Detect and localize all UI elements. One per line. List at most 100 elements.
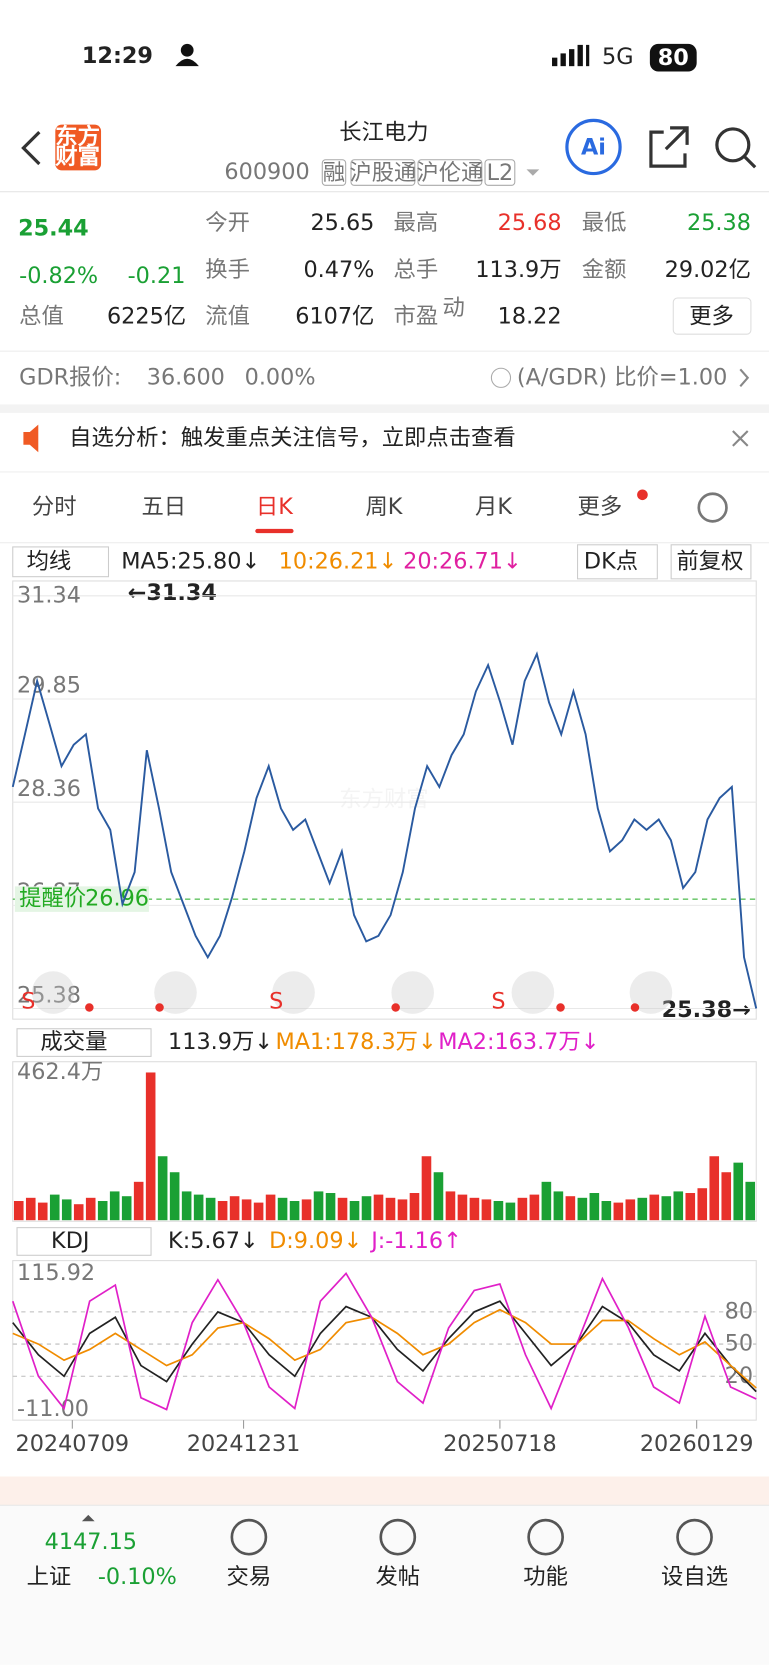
signal: S (21, 989, 35, 1015)
volume-bar (745, 1181, 756, 1221)
chart-control[interactable] (629, 971, 673, 1014)
alert-label: 提醒价 (19, 886, 86, 912)
nav-label[interactable]: 功能 (523, 1564, 568, 1590)
volume-bar (337, 1197, 348, 1221)
signal: S (269, 989, 283, 1015)
chart-control[interactable] (511, 971, 555, 1014)
tab[interactable]: 日K (256, 494, 294, 520)
nav-label[interactable]: 发帖 (375, 1564, 420, 1590)
share-button[interactable] (649, 126, 689, 168)
more-label: 更多 (689, 304, 734, 330)
tab[interactable]: 月K (475, 494, 513, 520)
signal-icon (552, 44, 590, 67)
nav-label[interactable]: 交易 (227, 1564, 272, 1590)
kdj-legend: J:-1.16↑ (369, 1228, 462, 1254)
volume-bar (241, 1199, 252, 1221)
signal-dot (391, 1003, 400, 1012)
volume-bar (73, 1204, 84, 1221)
adjust-button[interactable] (670, 544, 752, 580)
dk-button[interactable] (577, 544, 658, 580)
separator (0, 471, 769, 473)
close-button[interactable] (732, 430, 749, 447)
field-label: 总手 (394, 257, 439, 283)
field-value: 6225亿 (107, 304, 186, 330)
volume-bar (601, 1201, 612, 1221)
tag-label: 融 (323, 160, 345, 186)
volume-bar (325, 1193, 336, 1221)
volume-bar (145, 1072, 156, 1221)
logo-text: 财富 (55, 143, 100, 170)
chart-control[interactable] (154, 971, 197, 1014)
volume-bar (673, 1191, 684, 1221)
volume-bar (649, 1194, 660, 1221)
kdj-label: KDJ (51, 1228, 89, 1254)
volume-bar (157, 1156, 168, 1221)
tag-label: 沪伦通 (416, 160, 483, 186)
tab[interactable]: 分时 (32, 494, 77, 520)
y2-tick-label: 80 (725, 1298, 753, 1324)
vol-ma1: MA1:178.3万↓ (275, 1029, 436, 1055)
vol-select[interactable] (16, 1028, 152, 1057)
tab[interactable]: 更多 (578, 494, 623, 520)
y-tick-label: -11.00 (17, 1396, 89, 1422)
chart-control[interactable] (31, 971, 75, 1014)
volume-bar (529, 1194, 540, 1221)
stock-name: 长江电力 (339, 120, 428, 146)
volume-bar (661, 1196, 672, 1221)
volume-bar (85, 1197, 96, 1221)
volume-bar (229, 1196, 240, 1221)
volume-bar (685, 1193, 696, 1221)
speaker-icon (23, 424, 39, 453)
volume-bar (433, 1172, 444, 1221)
time: 12:29 (82, 43, 153, 69)
volume-bar (469, 1197, 480, 1221)
person-icon (180, 43, 194, 57)
volume-bar (277, 1197, 288, 1221)
volume-bar (133, 1181, 144, 1221)
badge (637, 489, 648, 501)
tab[interactable]: 周K (365, 494, 403, 520)
volume-bar (205, 1197, 216, 1221)
volume-bar (481, 1199, 492, 1221)
volume-bar (721, 1172, 732, 1221)
notice[interactable]: 自选分析：触发重点关注信号，立即点击查看 (69, 425, 516, 451)
back-button[interactable] (21, 130, 41, 166)
dk-label: DK点 (584, 548, 638, 574)
tag (484, 159, 516, 186)
ma20: 20:26.71↓ (403, 548, 522, 574)
tab[interactable]: 五日 (141, 494, 186, 520)
alert-value: 26.96 (85, 886, 149, 912)
logo-text: 东方 (55, 123, 100, 150)
signal: S (491, 989, 505, 1015)
volume-bar (361, 1196, 372, 1221)
kdj-select[interactable] (16, 1227, 152, 1256)
volume-bar (169, 1172, 180, 1221)
field-label: 今开 (205, 210, 250, 236)
volume-bar (349, 1201, 360, 1221)
price-line (11, 651, 758, 1009)
volume-bar (541, 1181, 552, 1221)
volume-bar (49, 1194, 60, 1221)
price: 25.44 (18, 215, 89, 241)
kdj-line (12, 1300, 757, 1393)
help-icon (490, 367, 512, 388)
tag (417, 159, 483, 186)
nav-label[interactable]: 设自选 (661, 1564, 728, 1590)
ma-select[interactable] (12, 546, 110, 578)
vol-current: 113.9万↓ (168, 1029, 273, 1055)
chart-control[interactable] (272, 971, 315, 1014)
chart-control[interactable] (391, 971, 434, 1014)
more-button[interactable] (672, 297, 752, 335)
volume-bar (613, 1202, 624, 1221)
settings-button[interactable] (697, 492, 728, 523)
stock-code: 600900 (224, 159, 309, 185)
search-button[interactable] (715, 127, 751, 163)
dropdown[interactable] (526, 169, 540, 176)
x-tick-label: 20260129 (640, 1431, 754, 1457)
index-name: 上证 (27, 1564, 72, 1590)
volume-bar (385, 1197, 396, 1221)
ai-button[interactable] (565, 118, 622, 176)
volume-bar (733, 1162, 744, 1221)
